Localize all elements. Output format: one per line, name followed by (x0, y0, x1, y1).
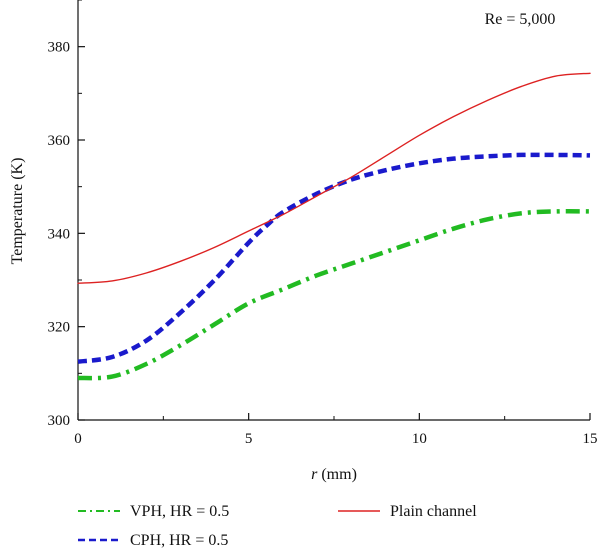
x-tick-label: 0 (74, 431, 82, 447)
x-tick-label: 15 (583, 431, 598, 447)
legend-label: CPH, HR = 0.5 (130, 532, 228, 549)
y-axis-title: Temperature (K) (9, 158, 26, 265)
y-axis-ticks: 300 320 340 360 380 (48, 0, 85, 429)
x-axis-title-symbol: r (311, 466, 318, 483)
x-tick-label: 5 (245, 431, 253, 447)
x-tick-label: 10 (412, 431, 427, 447)
y-tick-label: 300 (48, 413, 71, 429)
x-axis-title-unit: (mm) (317, 466, 357, 483)
reynolds-annotation: Re = 5,000 (485, 11, 556, 28)
x-axis-ticks: 0 5 10 15 (74, 413, 598, 447)
series-line-plain-channel (77, 72, 591, 284)
legend-label: VPH, HR = 0.5 (130, 503, 229, 520)
x-axis-title: r (mm) (311, 466, 357, 483)
y-tick-label: 360 (48, 133, 71, 149)
legend: VPH, HR = 0.5 CPH, HR = 0.5 Plain channel (78, 503, 477, 549)
legend-label: Plain channel (390, 503, 477, 520)
plot-area: 0 5 10 15 300 320 340 360 380 (48, 0, 598, 447)
series-line-cph-hr-0-5 (77, 152, 591, 364)
series-line-vph-hr-0-5 (77, 209, 591, 381)
series-layer (77, 72, 591, 381)
y-tick-label: 320 (48, 320, 71, 336)
y-tick-label: 380 (48, 40, 71, 56)
y-tick-label: 340 (48, 226, 71, 242)
